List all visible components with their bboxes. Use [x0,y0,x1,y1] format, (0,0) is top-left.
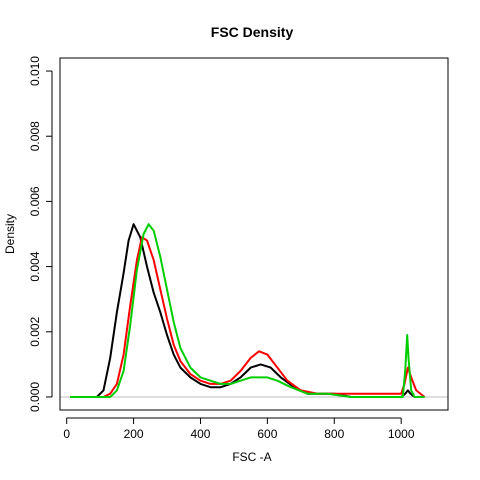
density-line-2 [70,236,426,398]
y-tick-label: 0.002 [28,316,42,346]
y-axis-label: Density [3,214,17,254]
series-group [70,223,426,398]
y-axis: 0.000 0.002 0.004 0.006 0.008 0.010 [28,56,53,412]
y-tick-label: 0.008 [28,121,42,151]
x-axis-label: FSC -A [232,450,271,464]
x-tick-label: 1000 [388,427,415,441]
x-tick-label: 600 [257,427,277,441]
x-tick-label: 400 [190,427,210,441]
chart-title: FSC Density [211,24,294,40]
y-tick-label: 0.010 [28,56,42,86]
plot-frame [59,57,449,411]
y-tick-label: 0.004 [28,251,42,281]
x-tick-label: 200 [124,427,144,441]
density-line-3 [70,223,425,398]
y-tick-label: 0.000 [28,382,42,412]
y-tick-label: 0.006 [28,186,42,216]
x-tick-label: 800 [324,427,344,441]
x-tick-label: 0 [63,427,70,441]
x-axis: 0 200 400 600 800 1000 [63,417,415,441]
